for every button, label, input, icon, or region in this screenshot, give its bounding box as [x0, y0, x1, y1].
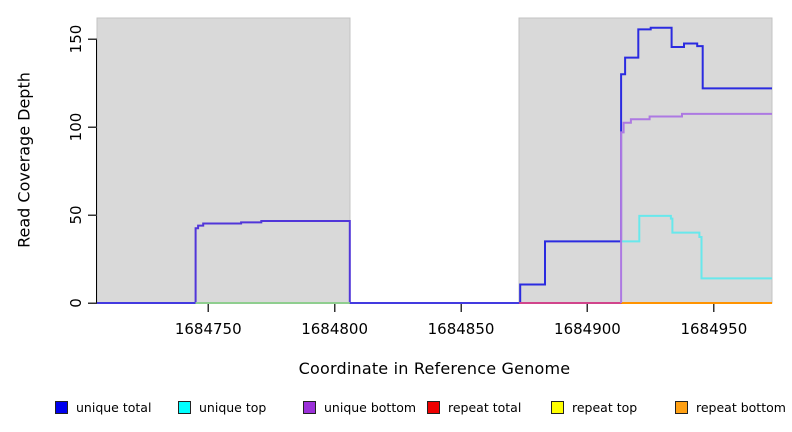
x-tick-label: 1684850 [427, 320, 495, 338]
series-line-unique-total [194, 220, 351, 303]
series-line-unique-total [519, 26, 772, 303]
legend-swatch-icon [178, 401, 191, 414]
x-axis-title: Coordinate in Reference Genome [298, 359, 571, 378]
x-tick-label: 1684800 [301, 320, 369, 338]
x-tick-label: 1684950 [680, 320, 748, 338]
legend-item-repeat-top: repeat top [551, 400, 637, 415]
background-band [96, 17, 351, 304]
legend-label: unique total [76, 400, 152, 415]
legend-item-unique-total: unique total [55, 400, 151, 415]
legend-label: repeat top [572, 400, 638, 415]
legend-swatch-icon [427, 401, 440, 414]
legend-item-repeat-bottom: repeat bottom [675, 400, 786, 415]
legend-item-unique-top: unique top [178, 400, 266, 415]
legend-label: unique bottom [324, 400, 417, 415]
y-tick-label: 50 [67, 205, 85, 225]
legend-label: repeat total [448, 400, 522, 415]
x-tick-label: 1684750 [174, 320, 242, 338]
legend-item-repeat-total: repeat total [427, 400, 521, 415]
background-band [518, 17, 773, 304]
series-line-unique-bottom [620, 112, 772, 303]
y-tick-label: 150 [67, 24, 85, 54]
y-axis-title: Read Coverage Depth [14, 72, 34, 248]
legend-swatch-icon [675, 401, 688, 414]
series-line-unique-top [621, 214, 772, 280]
legend-label: repeat bottom [696, 400, 786, 415]
legend-swatch-icon [303, 401, 316, 414]
legend-item-unique-bottom: unique bottom [303, 400, 416, 415]
legend-swatch-icon [55, 401, 68, 414]
legend-label: unique top [199, 400, 267, 415]
y-tick-label: 0 [67, 298, 85, 308]
legend-swatch-icon [551, 401, 564, 414]
y-tick-label: 100 [67, 112, 85, 142]
x-tick-label: 1684900 [554, 320, 621, 338]
